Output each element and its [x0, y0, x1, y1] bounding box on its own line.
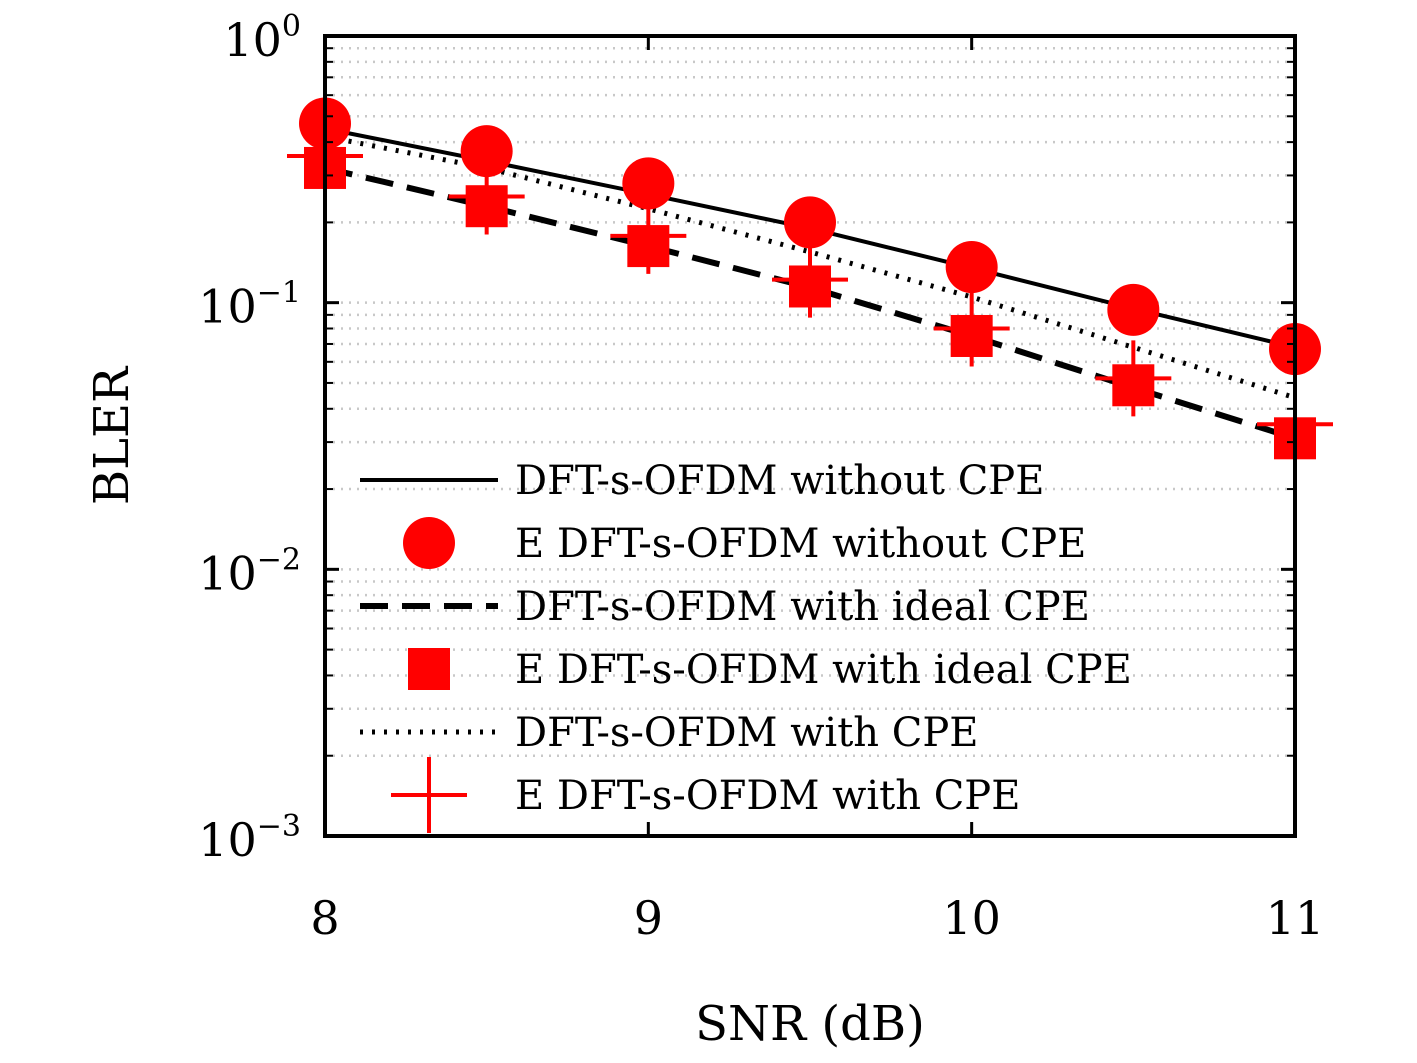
- legend-label: DFT-s-OFDM without CPE: [515, 458, 1044, 504]
- series-layer: [287, 97, 1333, 463]
- legend-swatch: [403, 517, 455, 569]
- series-markers-1: [299, 97, 1321, 376]
- x-tick-label: 8: [310, 891, 339, 945]
- legend-item-4: DFT-s-OFDM with CPE: [360, 710, 979, 756]
- y-tick-label: 100: [223, 9, 301, 67]
- data-point: [627, 225, 670, 268]
- data-point: [460, 125, 513, 178]
- legend-item-5: E DFT-s-OFDM with CPE: [391, 757, 1020, 833]
- tick-labels: 8 9 10 11 100 10−1 10−2 10−3: [198, 9, 1324, 945]
- legend-swatch: [408, 648, 450, 690]
- x-tick-label: 11: [1266, 891, 1325, 945]
- data-point: [622, 157, 675, 210]
- data-point: [789, 265, 831, 308]
- legend-item-2: DFT-s-OFDM with ideal CPE: [360, 584, 1090, 630]
- legend-label: E DFT-s-OFDM with CPE: [515, 773, 1020, 819]
- y-axis-title: BLER: [84, 365, 140, 505]
- legend-item-3: E DFT-s-OFDM with ideal CPE: [408, 647, 1132, 693]
- legend: DFT-s-OFDM without CPE E DFT-s-OFDM witho…: [360, 458, 1132, 833]
- data-point: [784, 196, 836, 249]
- data-point: [465, 185, 508, 228]
- x-tick-label: 10: [942, 891, 1001, 945]
- legend-swatch: [391, 757, 467, 833]
- y-tick-label: 10−2: [198, 542, 301, 600]
- legend-item-1: E DFT-s-OFDM without CPE: [403, 517, 1086, 569]
- legend-label: DFT-s-OFDM with ideal CPE: [515, 584, 1090, 630]
- legend-label: E DFT-s-OFDM without CPE: [515, 521, 1086, 567]
- y-tick-label: 10−3: [198, 809, 301, 867]
- data-point: [1107, 283, 1160, 336]
- data-point: [950, 314, 993, 357]
- x-tick-label: 9: [634, 891, 663, 945]
- data-point: [1112, 364, 1155, 407]
- data-point: [945, 241, 998, 294]
- legend-item-0: DFT-s-OFDM without CPE: [360, 458, 1044, 504]
- plot-frame: [323, 34, 1297, 838]
- x-axis-title: SNR (dB): [695, 996, 925, 1052]
- series-markers-3: [304, 146, 1316, 460]
- legend-label: DFT-s-OFDM with CPE: [515, 710, 979, 756]
- legend-label: E DFT-s-OFDM with ideal CPE: [515, 647, 1132, 693]
- y-tick-label: 10−1: [198, 276, 301, 334]
- axis-ticks: [323, 34, 1297, 838]
